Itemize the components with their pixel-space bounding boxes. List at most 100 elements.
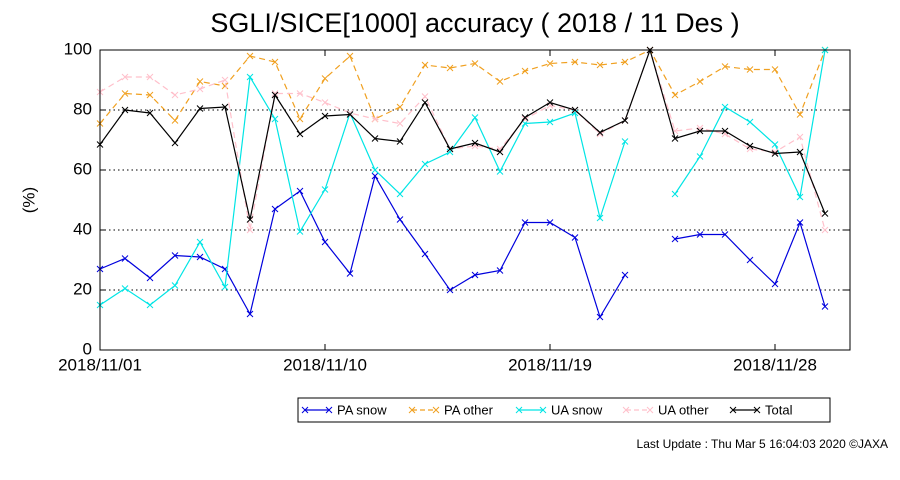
- point: [546, 99, 554, 106]
- point: [421, 99, 429, 106]
- legend-marker: [408, 406, 440, 414]
- point: [721, 63, 729, 70]
- point: [371, 172, 379, 180]
- point: [796, 148, 804, 156]
- point: [271, 205, 279, 213]
- point: [796, 111, 804, 118]
- series-line: [99, 48, 826, 231]
- point: [496, 168, 504, 175]
- point: [321, 112, 329, 120]
- point: [596, 313, 604, 321]
- point: [421, 160, 429, 168]
- point: [521, 219, 529, 226]
- point: [746, 256, 754, 264]
- y-tick-label: 0: [83, 339, 92, 358]
- series-line: [99, 174, 826, 319]
- point: [446, 64, 454, 72]
- point: [696, 127, 704, 135]
- point: [571, 106, 579, 114]
- point: [671, 91, 679, 99]
- series-line: [99, 48, 826, 220]
- point: [446, 148, 454, 156]
- point: [196, 105, 204, 112]
- x-tick-label: 2018/11/28: [733, 355, 817, 374]
- point: [121, 285, 129, 292]
- point: [821, 210, 829, 217]
- point: [821, 303, 829, 310]
- legend-marker: [301, 406, 333, 414]
- point: [196, 253, 204, 261]
- point: [271, 90, 279, 97]
- point: [821, 226, 829, 234]
- point: [246, 52, 254, 60]
- point: [771, 141, 779, 148]
- point: [621, 138, 629, 145]
- point: [346, 111, 354, 118]
- point: [796, 133, 804, 141]
- point: [771, 150, 779, 157]
- point: [221, 82, 229, 90]
- point: [671, 190, 679, 198]
- point: [196, 238, 204, 246]
- point: [621, 271, 629, 279]
- point: [246, 310, 254, 318]
- plot-frame: [99, 49, 851, 351]
- point: [771, 66, 779, 73]
- point: [471, 60, 479, 67]
- point: [371, 135, 379, 142]
- point: [196, 78, 204, 85]
- point: [371, 115, 379, 123]
- point: [796, 219, 804, 226]
- footer: Last Update : Thu Mar 5 16:04:03 2020 ©J…: [637, 437, 888, 451]
- point: [396, 103, 404, 111]
- point: [596, 129, 604, 136]
- point: [571, 58, 579, 66]
- point: [546, 60, 554, 67]
- legend-box: [297, 397, 831, 423]
- point: [571, 234, 579, 241]
- point: [771, 148, 779, 156]
- point: [346, 52, 354, 60]
- point: [621, 117, 629, 124]
- point: [521, 67, 529, 75]
- point: [546, 118, 554, 126]
- point: [771, 280, 779, 288]
- point: [396, 138, 404, 145]
- point: [746, 118, 754, 126]
- point: [696, 124, 704, 132]
- point: [796, 193, 804, 201]
- legend-label: UA other: [658, 402, 709, 417]
- point: [321, 75, 329, 82]
- point: [146, 91, 154, 99]
- point: [246, 216, 254, 223]
- y-tick-label: 20: [73, 279, 92, 298]
- point: [121, 106, 129, 114]
- point: [471, 271, 479, 279]
- point: [471, 114, 479, 121]
- legend-label: Total: [765, 402, 793, 417]
- point: [696, 153, 704, 160]
- point: [321, 238, 329, 246]
- point: [721, 231, 729, 238]
- point: [496, 267, 504, 274]
- y-tick-label: 100: [64, 39, 92, 58]
- point: [246, 226, 254, 234]
- point: [296, 115, 304, 123]
- point: [121, 90, 129, 97]
- legend-label: UA snow: [551, 402, 603, 417]
- point: [271, 91, 279, 99]
- y-tick-label: 80: [73, 99, 92, 118]
- point: [621, 58, 629, 66]
- y-tick-label: 40: [73, 219, 92, 238]
- point: [296, 187, 304, 195]
- point: [271, 115, 279, 123]
- point: [396, 120, 404, 127]
- point: [121, 255, 129, 262]
- point: [146, 301, 154, 309]
- point: [196, 85, 204, 93]
- point: [671, 135, 679, 142]
- point: [146, 109, 154, 117]
- point: [696, 231, 704, 238]
- point: [146, 73, 154, 81]
